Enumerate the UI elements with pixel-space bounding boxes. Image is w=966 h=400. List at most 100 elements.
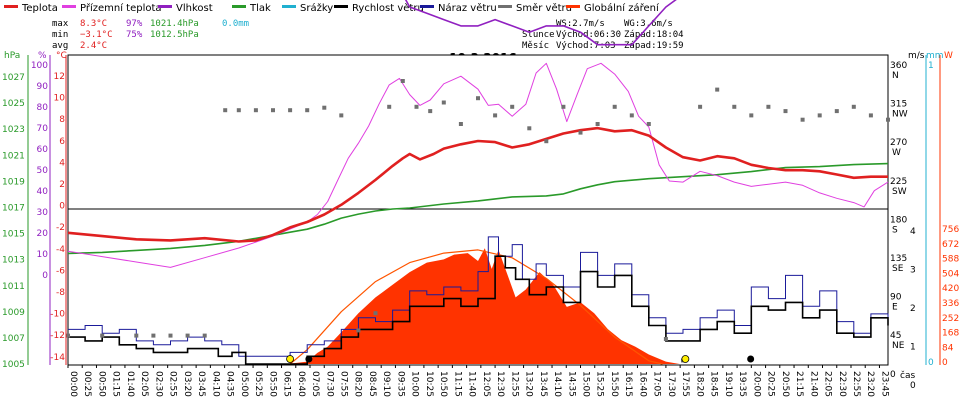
w-tick: 504 — [942, 269, 959, 279]
moonset-marker — [747, 355, 755, 363]
hpa-tick: 1015 — [2, 230, 25, 240]
x-tick-label: 12:30 — [495, 371, 505, 397]
x-tick-label: 11:15 — [452, 371, 462, 397]
humidity-line — [404, 0, 677, 46]
stats-max-hum: 97% — [126, 19, 143, 29]
wind-dir-point — [271, 108, 275, 113]
x-tick-label: 22:05 — [823, 371, 833, 397]
x-tick-label: 05:25 — [253, 371, 263, 397]
wind-dir-point — [253, 108, 258, 113]
wind-dir-point — [428, 109, 433, 114]
stats-max-temp: 8.3°C — [80, 19, 107, 29]
legend-entry: Srážky — [300, 2, 333, 14]
legend-entry: Rychlost větru — [352, 2, 424, 14]
c-tick: 6 — [59, 137, 65, 147]
wind-dir-point — [851, 104, 856, 109]
c-tick: -2 — [56, 223, 65, 233]
x-tick-label: 06:40 — [296, 371, 306, 397]
x-tick-label: 12:05 — [481, 371, 491, 397]
x-tick-label: 09:35 — [395, 371, 405, 397]
x-tick-label: 17:55 — [680, 371, 690, 397]
stats-min-hum: 75% — [126, 30, 143, 40]
wind-dir-point — [510, 104, 515, 109]
wind-dir-point — [322, 105, 327, 110]
dir-letter: N — [892, 71, 899, 81]
x-tick-label: 07:30 — [324, 371, 334, 397]
x-tick-label: 18:45 — [709, 371, 719, 397]
wind-dir-point — [783, 109, 788, 114]
wind-dir-point — [766, 104, 771, 109]
w-axis-title: W — [944, 51, 953, 61]
pct-tick: 70 — [37, 124, 49, 134]
wind-dir-point — [305, 108, 310, 113]
pct-tick: 40 — [37, 187, 49, 197]
x-tick-label: 03:45 — [196, 371, 206, 397]
pct-tick: 50 — [37, 166, 49, 176]
x-tick-label: 19:35 — [737, 371, 747, 397]
hpa-tick: 1005 — [2, 360, 25, 370]
wind-dir-point — [236, 108, 241, 113]
sunrise-marker — [286, 355, 294, 363]
sun-moon-info: WS:2.7m/s WG:3.6m/s Slunce Východ:06:30 … — [522, 19, 684, 51]
x-tick-label: 10:50 — [438, 371, 448, 397]
info-sun-label: Slunce — [522, 30, 555, 40]
dir-tick: 90 — [890, 293, 902, 303]
wind-dir-point — [493, 113, 498, 118]
dir-letter: NE — [892, 341, 905, 351]
x-tick-label: 20:25 — [766, 371, 776, 397]
hpa-tick: 1021 — [2, 151, 25, 161]
c-axis-title: °C — [56, 51, 67, 61]
c-tick: -4 — [56, 245, 65, 255]
x-tick-label: 08:20 — [353, 371, 363, 397]
x-tick-label: 22:55 — [851, 371, 861, 397]
mm-axis-title: mm — [926, 51, 944, 61]
wind-dir-point — [578, 130, 583, 135]
pct-tick: 90 — [37, 82, 49, 92]
hpa-tick: 1017 — [2, 204, 25, 214]
legend-swatch — [420, 5, 434, 8]
x-tick-label: 14:10 — [552, 371, 562, 397]
x-tick-label: 03:20 — [182, 371, 192, 397]
info-wg: WG:3.6m/s — [624, 19, 673, 29]
x-tick-label: 09:10 — [381, 371, 391, 397]
hpa-tick: 1025 — [2, 99, 25, 109]
pct-tick: 100 — [31, 61, 48, 71]
wind-dir-point — [561, 104, 566, 109]
x-tick-label: 19:10 — [723, 371, 733, 397]
dir-tick: 45 — [890, 331, 901, 341]
wind-dir-point — [288, 108, 293, 113]
w-tick: 168 — [942, 329, 959, 339]
w-tick: 756 — [942, 225, 959, 235]
pct-axis-title: % — [38, 51, 47, 61]
legend-swatch — [62, 5, 76, 8]
x-tick-label: 16:40 — [637, 371, 647, 397]
wind-dir-point — [732, 104, 737, 109]
hpa-tick: 1009 — [2, 308, 25, 318]
mm-tick: 0 — [928, 358, 934, 368]
ms-tick: 0 — [910, 381, 916, 391]
legend-entry: Vlhkost — [176, 3, 213, 14]
c-tick: 12 — [54, 72, 65, 82]
ground-temp-line — [67, 62, 889, 268]
hpa-tick: 1007 — [2, 334, 25, 344]
wind-speed-line — [68, 255, 889, 365]
dir-tick: 0 — [890, 370, 896, 380]
x-tick-label: 02:30 — [153, 371, 163, 397]
c-tick: -14 — [50, 353, 65, 363]
radiation-area — [286, 248, 680, 364]
dir-letter: SE — [892, 264, 904, 274]
x-tick-label: 04:10 — [210, 371, 220, 397]
wind-dir-point — [356, 328, 361, 333]
c-tick: -12 — [50, 331, 65, 341]
pct-tick: 60 — [37, 145, 49, 155]
x-tick-label: 02:55 — [168, 371, 178, 397]
wind-dir-point — [202, 333, 207, 338]
dir-tick: 315 — [890, 100, 907, 110]
x-tick-label: 17:30 — [666, 371, 676, 397]
c-tick: 0 — [59, 202, 65, 212]
wind-dir-point — [800, 117, 805, 122]
x-tick-label: 02:05 — [139, 371, 149, 397]
x-tick-label: 07:55 — [339, 371, 349, 397]
legend-entry: Teplota — [21, 3, 58, 14]
dir-axis-title: m/s — [908, 51, 925, 61]
